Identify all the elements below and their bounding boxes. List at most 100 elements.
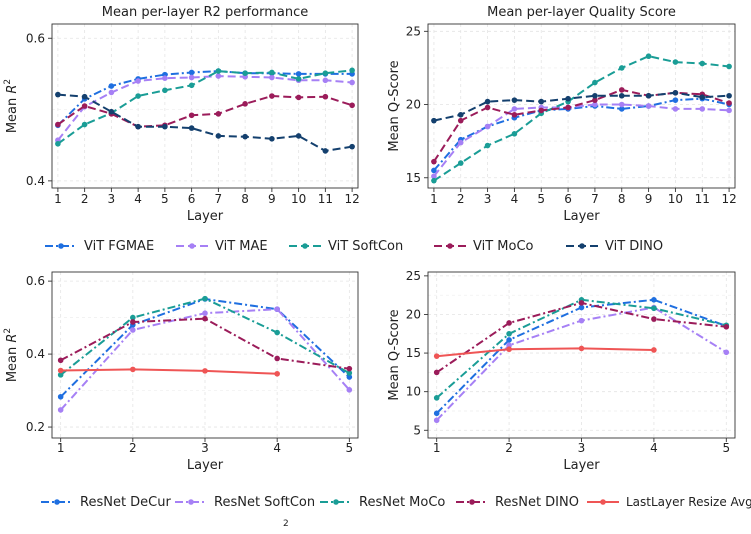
x-tick-label: 5	[537, 192, 545, 206]
series-line	[57, 75, 353, 141]
series-line	[57, 94, 353, 128]
y-tick-label: 20	[406, 307, 421, 321]
data-point	[295, 76, 302, 82]
data-point	[431, 158, 437, 165]
data-point	[484, 142, 491, 149]
x-tick-label: 2	[457, 192, 465, 206]
data-point	[433, 417, 440, 424]
legend-marker	[469, 499, 475, 505]
series-vit-dino	[55, 91, 355, 154]
data-point	[699, 60, 706, 67]
data-point	[130, 327, 136, 333]
data-point	[269, 74, 275, 81]
x-tick-label: 4	[134, 192, 142, 206]
data-point	[349, 67, 355, 74]
legend-item: ResNet SoftCon	[174, 490, 315, 514]
x-tick-label: 1	[433, 441, 441, 455]
series-vit-softcon	[55, 67, 355, 147]
data-point	[215, 133, 222, 139]
legend-swatch	[456, 499, 488, 505]
legend-label: ViT SoftCon	[328, 238, 404, 254]
y-axis-label: Mean R2	[3, 328, 20, 382]
data-point	[578, 304, 585, 311]
y-tick-label: 0.6	[26, 274, 45, 288]
data-point	[484, 123, 491, 130]
legend-swatch	[289, 243, 321, 249]
x-tick-label: 6	[564, 192, 572, 206]
data-point	[506, 330, 512, 337]
data-point	[202, 310, 208, 317]
legend-item: ViT FGMAE	[44, 234, 154, 258]
data-point	[538, 107, 545, 114]
data-point	[651, 347, 657, 353]
x-axis-label: Layer	[187, 458, 224, 473]
series-line	[57, 69, 353, 145]
legend-label: ResNet DINO	[495, 494, 579, 510]
data-point	[130, 319, 136, 325]
data-point	[506, 320, 512, 326]
series-lastlayer-resize-avg	[433, 345, 657, 359]
data-point	[592, 92, 598, 99]
series-line	[57, 93, 353, 152]
series-resnet-moco	[57, 295, 353, 378]
data-point	[433, 353, 440, 359]
data-point	[349, 143, 355, 150]
y-tick-label: 0.2	[26, 420, 45, 434]
data-point	[618, 65, 625, 71]
chart-title: Mean per-layer R2 performance	[102, 5, 308, 20]
plot-frame	[51, 23, 359, 189]
data-point	[55, 121, 61, 128]
data-point	[57, 367, 64, 374]
data-point	[723, 324, 730, 330]
legend-marker	[333, 499, 339, 505]
legend-marker	[302, 243, 308, 249]
data-point	[202, 368, 208, 374]
legend-item: ResNet DeCur	[40, 490, 171, 514]
legend-label: ViT DINO	[605, 238, 664, 254]
y-axis-label: Mean Q-Score	[387, 60, 402, 151]
x-tick-label: 4	[650, 441, 658, 455]
data-point	[322, 148, 329, 154]
y-axis-label: Mean Q-Score	[387, 309, 402, 400]
y-tick-label: 15	[406, 346, 421, 360]
data-point	[135, 93, 141, 99]
data-point	[592, 97, 598, 103]
data-point	[431, 173, 437, 180]
series-line	[433, 97, 730, 172]
series-resnet-dino	[433, 300, 730, 376]
data-point	[618, 106, 625, 112]
data-point	[215, 111, 222, 117]
series-line	[57, 70, 353, 127]
data-point	[269, 136, 275, 142]
data-point	[433, 369, 440, 376]
data-point	[188, 82, 195, 89]
data-point	[672, 59, 679, 65]
series-vit-softcon	[431, 53, 732, 184]
data-point	[108, 83, 115, 89]
data-point	[578, 317, 585, 324]
data-point	[274, 355, 280, 362]
data-point	[457, 139, 464, 146]
data-point	[651, 316, 657, 322]
series-line	[436, 301, 727, 374]
series-line	[60, 368, 278, 375]
data-point	[672, 97, 679, 103]
legend-label: ViT MAE	[215, 238, 268, 254]
y-tick-label: 10	[406, 385, 421, 399]
data-point	[322, 93, 329, 100]
x-tick-label: 4	[273, 441, 281, 455]
plot-frame	[427, 23, 736, 189]
data-point	[699, 106, 706, 112]
legend-swatch	[45, 243, 77, 249]
x-tick-label: 3	[484, 192, 492, 206]
data-point	[618, 92, 625, 99]
legend-label: ResNet DeCur	[80, 494, 171, 510]
legend-item: ResNet MoCo	[319, 490, 445, 514]
data-point	[726, 100, 732, 106]
data-point	[202, 315, 208, 322]
data-point	[457, 117, 464, 124]
cut-off-superscript: 2	[283, 519, 289, 529]
data-point	[188, 125, 195, 131]
